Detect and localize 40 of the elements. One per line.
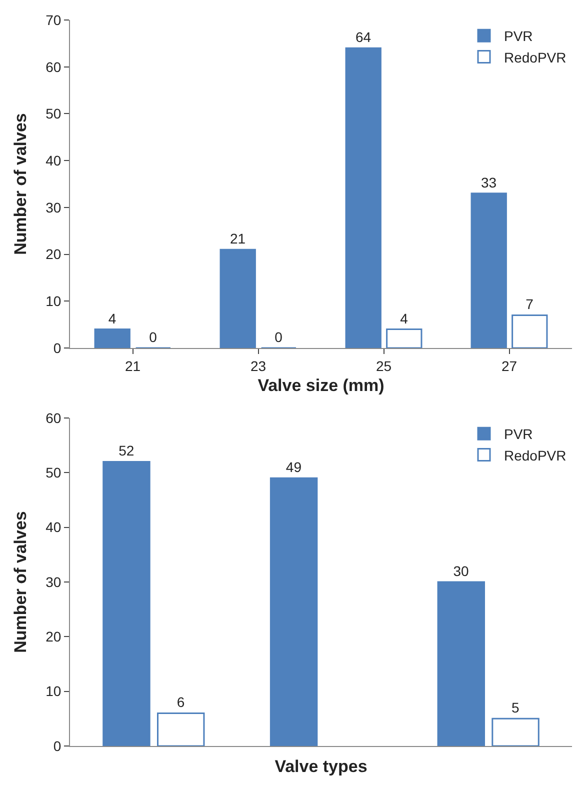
y-tick-label: 20: [46, 628, 62, 645]
y-tick-label: 60: [46, 58, 62, 75]
y-tick-label: 10: [46, 293, 62, 310]
data-label: 33: [480, 174, 497, 190]
y-tick-label: 0: [53, 738, 62, 754]
y-axis-title: Number of valves: [11, 113, 30, 255]
legend-label: RedoPVR: [504, 447, 566, 464]
x-tick-label: 21: [124, 358, 141, 374]
legend-label: PVR: [504, 426, 533, 442]
y-tick-label: 50: [46, 464, 62, 481]
x-axis-title: Valve types: [274, 757, 368, 776]
data-label: 6: [176, 694, 185, 710]
x-axis-title: Valve size (mm): [258, 376, 384, 396]
y-tick-label: 60: [46, 410, 62, 426]
y-tick-label: 20: [46, 246, 62, 262]
y-tick-label: 30: [46, 199, 62, 216]
y-tick-label: 10: [46, 683, 62, 700]
data-label: 4: [108, 310, 116, 326]
x-tick-label: 27: [501, 358, 518, 374]
y-tick-label: 0: [53, 340, 62, 356]
y-axis-title: Number of valves: [11, 511, 30, 653]
legend-label: PVR: [504, 28, 533, 44]
y-tick-label: 50: [46, 106, 62, 122]
x-tick-label: 23: [250, 358, 266, 374]
data-label: 7: [526, 296, 534, 312]
y-tick-label: 40: [46, 519, 62, 536]
data-label: 64: [355, 29, 372, 46]
y-tick-label: 40: [46, 152, 62, 168]
data-label: 0: [274, 329, 283, 345]
data-label: 30: [453, 563, 470, 579]
data-label: 4: [400, 310, 408, 326]
y-tick-label: 70: [46, 12, 62, 28]
x-tick-label: 25: [376, 358, 392, 374]
y-tick-label: 30: [46, 574, 62, 590]
data-label: 52: [118, 442, 134, 459]
data-label: 5: [512, 700, 520, 716]
legend-label: RedoPVR: [504, 49, 566, 66]
data-label: 0: [149, 329, 158, 345]
data-label: 21: [230, 230, 246, 247]
data-label: 49: [286, 459, 302, 476]
